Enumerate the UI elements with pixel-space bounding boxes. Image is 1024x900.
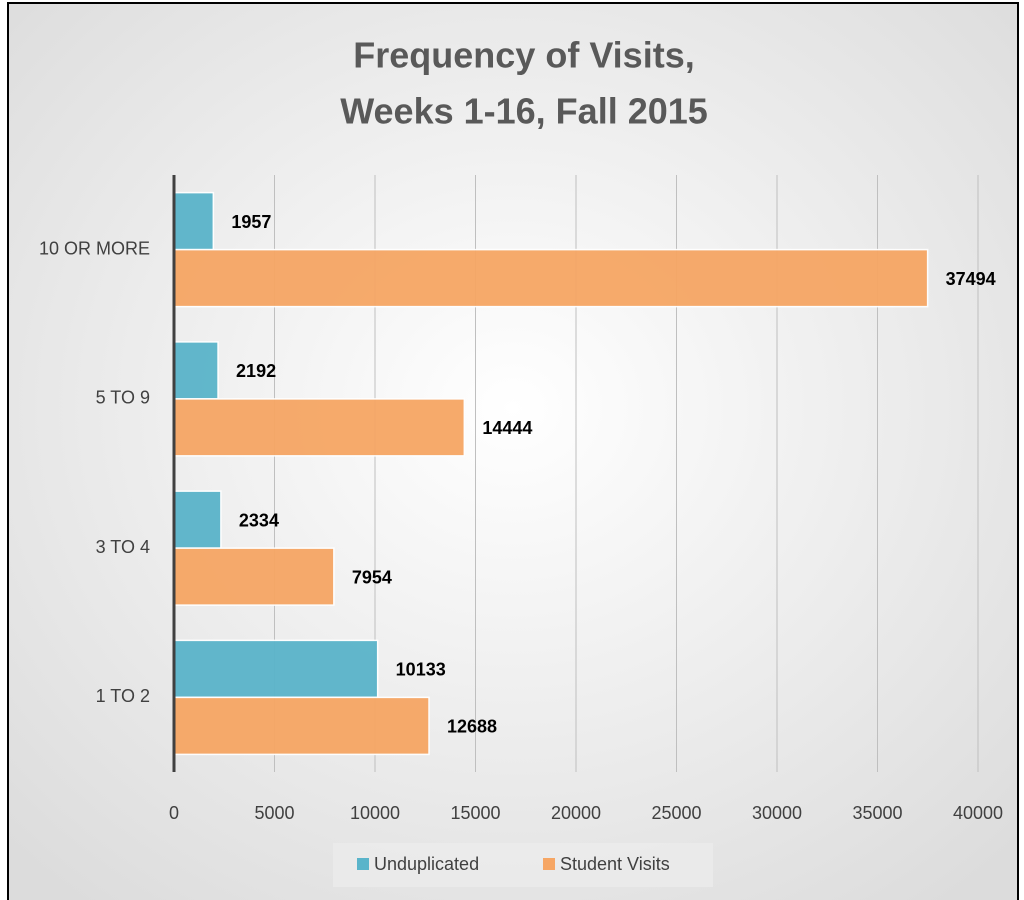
bar — [173, 490, 222, 549]
y-tick-label: 1 TO 2 — [96, 686, 150, 706]
data-label: 10133 — [396, 660, 446, 680]
legend-swatch — [543, 858, 555, 870]
x-tick-label: 30000 — [752, 803, 802, 823]
x-tick-label: 10000 — [350, 803, 400, 823]
chart-title: Frequency of Visits, — [353, 35, 694, 76]
legend-label: Unduplicated — [374, 854, 479, 874]
bar — [173, 696, 430, 756]
x-tick-label: 0 — [169, 803, 179, 823]
data-label: 37494 — [946, 269, 996, 289]
legend-label: Student Visits — [560, 854, 670, 874]
chart-frame — [7, 2, 1019, 900]
x-tick-label: 15000 — [450, 803, 500, 823]
y-tick-label: 10 OR MORE — [39, 238, 150, 258]
data-label: 7954 — [352, 567, 392, 587]
legend-box — [333, 843, 713, 887]
bar — [173, 341, 219, 400]
chart-title: Weeks 1-16, Fall 2015 — [340, 91, 708, 132]
x-tick-label: 5000 — [254, 803, 294, 823]
x-tick-label: 25000 — [651, 803, 701, 823]
x-tick-label: 35000 — [852, 803, 902, 823]
bar — [173, 191, 215, 251]
data-label: 12688 — [447, 717, 497, 737]
data-label: 2192 — [236, 361, 276, 381]
data-label: 2334 — [239, 510, 279, 530]
bar — [173, 248, 929, 308]
bar — [173, 639, 379, 699]
legend-swatch — [357, 858, 369, 870]
y-tick-label: 3 TO 4 — [96, 537, 150, 557]
data-label: 1957 — [231, 212, 271, 232]
bar — [173, 547, 335, 606]
x-tick-label: 20000 — [551, 803, 601, 823]
bar — [173, 398, 466, 457]
x-tick-label: 40000 — [953, 803, 1003, 823]
y-tick-label: 5 TO 9 — [96, 388, 150, 408]
data-label: 14444 — [482, 418, 532, 438]
